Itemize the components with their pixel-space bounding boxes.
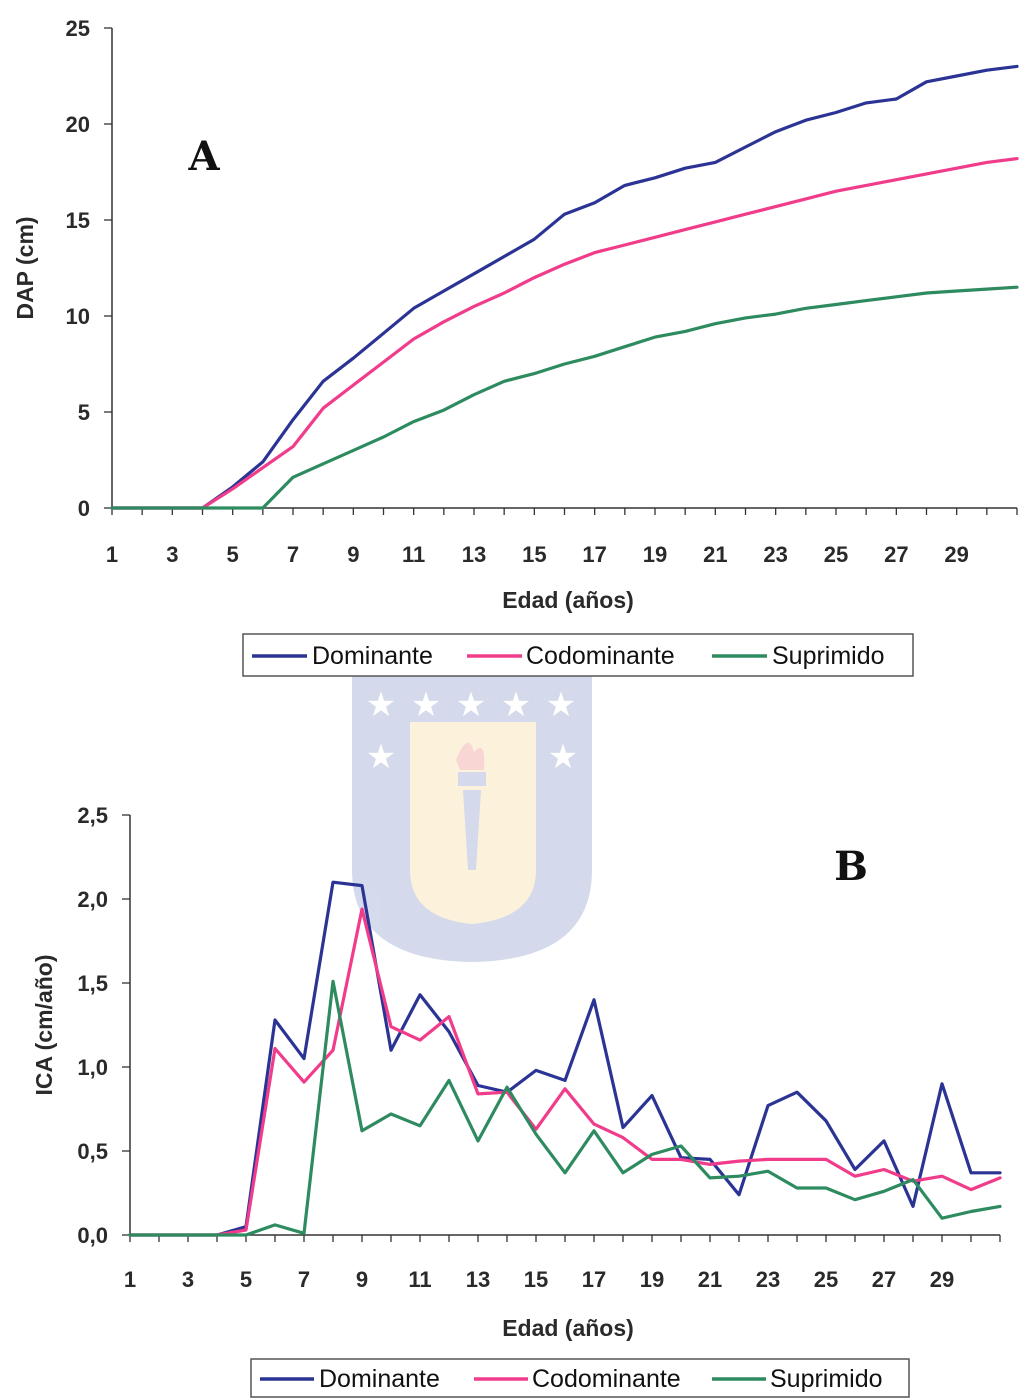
chart-a-x-axis-title: Edad (años) [502, 587, 634, 613]
x-tick-label: 17 [582, 542, 606, 567]
legend-b-codominante: Codominante [532, 1365, 681, 1393]
x-tick-label: 1 [124, 1267, 136, 1292]
chart-b-panel-label: B [834, 843, 868, 890]
x-tick-label: 29 [944, 542, 968, 567]
x-tick-label: 5 [240, 1267, 252, 1292]
y-tick-label: 0 [78, 496, 90, 521]
legend-a-dominante: Dominante [312, 642, 433, 670]
series-line-codominante [110, 157, 1019, 510]
legend-b-dominante: Dominante [319, 1365, 440, 1393]
series-line-dominante [128, 880, 1002, 1237]
chart-b-legend: Dominante Codominante Suprimido [250, 1358, 910, 1398]
y-tick-label: 2,0 [77, 887, 108, 912]
chart-a-series [110, 64, 1019, 510]
svg-text:★: ★ [546, 685, 576, 725]
x-tick-label: 19 [643, 542, 667, 567]
chart-b-y-axis-title: ICA (cm/año) [31, 955, 57, 1096]
x-tick-label: 9 [356, 1267, 368, 1292]
x-tick-label: 25 [824, 542, 848, 567]
x-tick-label: 25 [814, 1267, 838, 1292]
y-tick-label: 25 [66, 16, 90, 41]
x-tick-label: 7 [298, 1267, 310, 1292]
chart-b-axes [122, 814, 1001, 1242]
y-tick-label: 0,5 [77, 1139, 108, 1164]
legend-a-codominante: Codominante [526, 642, 675, 670]
x-tick-label: 3 [182, 1267, 194, 1292]
y-tick-label: 1,5 [77, 971, 108, 996]
x-tick-label: 1 [106, 542, 118, 567]
series-line-dominante [110, 64, 1019, 510]
y-tick-label: 5 [78, 400, 90, 425]
x-tick-label: 23 [756, 1267, 780, 1292]
series-line-suprimido [110, 285, 1019, 510]
chart-b-series [128, 880, 1002, 1237]
x-tick-label: 11 [408, 1267, 431, 1292]
x-tick-label: 3 [166, 542, 178, 567]
y-tick-label: 15 [66, 208, 90, 233]
series-line-codominante [128, 907, 1002, 1237]
x-tick-label: 9 [347, 542, 359, 567]
chart-b: 1 3 5 7 9 11 13 15 17 19 21 23 25 27 290,00,51,01,52,0… [31, 803, 1002, 1398]
x-tick-label: 15 [522, 542, 546, 567]
x-tick-label: 15 [524, 1267, 548, 1292]
chart-a-panel-label: A [187, 133, 220, 180]
x-tick-label: 23 [763, 542, 787, 567]
svg-text:★: ★ [548, 737, 578, 777]
x-tick-label: 21 [703, 542, 727, 567]
x-tick-label: 27 [884, 542, 908, 567]
x-tick-label: 11 [402, 542, 425, 567]
legend-b-suprimido: Suprimido [770, 1365, 883, 1393]
x-tick-label: 7 [287, 542, 299, 567]
y-tick-label: 20 [66, 112, 90, 137]
legend-a-suprimido: Suprimido [772, 642, 885, 670]
x-tick-label: 21 [698, 1267, 722, 1292]
y-tick-label: 0,0 [77, 1223, 108, 1248]
svg-text:★: ★ [366, 737, 396, 777]
chart-b-ticks: 1 3 5 7 9 11 13 15 17 19 21 23 25 27 290,00,51,01,52,0… [77, 803, 954, 1292]
x-tick-label: 27 [872, 1267, 896, 1292]
chart-b-x-axis-title: Edad (años) [502, 1315, 634, 1341]
svg-text:★: ★ [501, 685, 531, 725]
university-crest-watermark: ★ ★ ★ ★ ★ ★ ★ [352, 668, 592, 962]
y-tick-label: 10 [66, 304, 90, 329]
chart-a-y-axis-title: DAP (cm) [12, 216, 38, 319]
y-tick-label: 2,5 [77, 803, 108, 828]
chart-a-legend: Dominante Codominante Suprimido [242, 633, 914, 677]
svg-text:★: ★ [411, 685, 441, 725]
svg-text:★: ★ [366, 685, 396, 725]
x-tick-label: 5 [227, 542, 239, 567]
y-tick-label: 1,0 [77, 1055, 108, 1080]
x-tick-label: 13 [466, 1267, 490, 1292]
x-tick-label: 17 [582, 1267, 606, 1292]
x-tick-label: 19 [640, 1267, 664, 1292]
series-line-suprimido [128, 979, 1002, 1237]
svg-text:★: ★ [456, 685, 486, 725]
x-tick-label: 29 [930, 1267, 954, 1292]
x-tick-label: 13 [462, 542, 486, 567]
